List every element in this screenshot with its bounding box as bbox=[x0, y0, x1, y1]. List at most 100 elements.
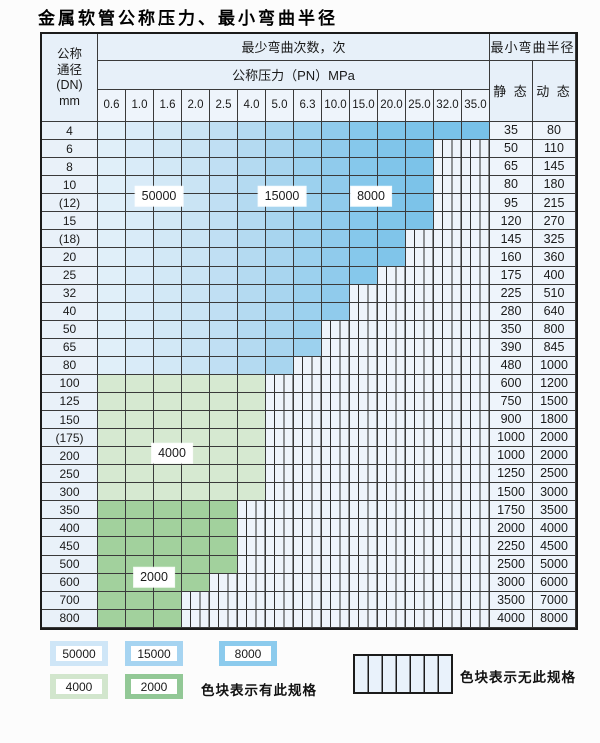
spec-unavailable-cell bbox=[350, 537, 378, 556]
spec-unavailable-cell bbox=[434, 537, 462, 556]
spec-available-cell bbox=[126, 302, 154, 321]
spec-available-cell bbox=[406, 140, 434, 159]
spec-unavailable-cell bbox=[434, 284, 462, 303]
spec-available-cell bbox=[182, 411, 210, 430]
dn-label: 350 bbox=[42, 501, 98, 520]
spec-unavailable-cell bbox=[350, 356, 378, 375]
spec-unavailable-cell bbox=[350, 555, 378, 574]
spec-available-cell bbox=[238, 356, 266, 375]
spec-unavailable-cell bbox=[294, 356, 322, 375]
spec-unavailable-cell bbox=[434, 555, 462, 574]
legend-unavailable-text: 色块表示无此规格 bbox=[460, 670, 576, 685]
spec-available-cell bbox=[210, 465, 238, 484]
static-radius-value: 1000 bbox=[490, 447, 533, 466]
spec-available-cell bbox=[154, 266, 182, 285]
spec-unavailable-cell bbox=[462, 140, 490, 159]
spec-unavailable-cell bbox=[378, 266, 406, 285]
spec-available-cell bbox=[126, 519, 154, 538]
spec-unavailable-cell bbox=[462, 411, 490, 430]
spec-available-cell bbox=[350, 158, 378, 177]
spec-unavailable-cell bbox=[294, 501, 322, 520]
spec-unavailable-cell bbox=[378, 591, 406, 610]
spec-unavailable-cell bbox=[406, 411, 434, 430]
spec-available-cell bbox=[238, 212, 266, 231]
spec-unavailable-cell bbox=[266, 537, 294, 556]
spec-available-cell bbox=[98, 122, 126, 141]
spec-available-cell bbox=[238, 411, 266, 430]
spec-unavailable-cell bbox=[434, 591, 462, 610]
spec-unavailable-cell bbox=[294, 519, 322, 538]
spec-available-cell bbox=[322, 248, 350, 267]
spec-available-cell bbox=[98, 447, 126, 466]
spec-unavailable-cell bbox=[406, 374, 434, 393]
spec-unavailable-cell bbox=[378, 447, 406, 466]
spec-unavailable-cell bbox=[434, 411, 462, 430]
spec-available-cell bbox=[182, 374, 210, 393]
spec-unavailable-cell bbox=[462, 392, 490, 411]
spec-unavailable-cell bbox=[266, 465, 294, 484]
dn-label: 700 bbox=[42, 591, 98, 610]
spec-unavailable-cell bbox=[406, 591, 434, 610]
static-radius-value: 750 bbox=[490, 392, 533, 411]
spec-unavailable-cell bbox=[406, 230, 434, 249]
dn-label: 32 bbox=[42, 284, 98, 303]
spec-unavailable-cell bbox=[322, 429, 350, 448]
spec-available-cell bbox=[210, 429, 238, 448]
spec-available-cell bbox=[266, 122, 294, 141]
spec-available-cell bbox=[294, 320, 322, 339]
spec-available-cell bbox=[182, 248, 210, 267]
bend-count-label: 4000 bbox=[152, 443, 192, 463]
dynamic-radius-value: 400 bbox=[533, 266, 576, 285]
spec-unavailable-cell bbox=[322, 465, 350, 484]
spec-available-cell bbox=[238, 392, 266, 411]
spec-unavailable-cell bbox=[462, 230, 490, 249]
spec-available-cell bbox=[182, 465, 210, 484]
spec-available-cell bbox=[210, 158, 238, 177]
dn-label: 400 bbox=[42, 519, 98, 538]
spec-unavailable-cell bbox=[434, 140, 462, 159]
spec-available-cell bbox=[406, 212, 434, 231]
dynamic-radius-value: 215 bbox=[533, 194, 576, 213]
spec-unavailable-cell bbox=[406, 266, 434, 285]
spec-unavailable-cell bbox=[462, 302, 490, 321]
spec-unavailable-cell bbox=[378, 411, 406, 430]
spec-available-cell bbox=[182, 519, 210, 538]
spec-unavailable-cell bbox=[378, 501, 406, 520]
spec-unavailable-cell bbox=[406, 555, 434, 574]
spec-unavailable-cell bbox=[406, 320, 434, 339]
spec-unavailable-cell bbox=[462, 266, 490, 285]
dn-label: 800 bbox=[42, 609, 98, 628]
spec-available-cell bbox=[126, 356, 154, 375]
spec-unavailable-cell bbox=[294, 392, 322, 411]
spec-unavailable-cell bbox=[378, 284, 406, 303]
spec-unavailable-cell bbox=[350, 411, 378, 430]
spec-available-cell bbox=[182, 338, 210, 357]
spec-available-cell bbox=[182, 266, 210, 285]
spec-available-cell bbox=[210, 230, 238, 249]
spec-available-cell bbox=[210, 374, 238, 393]
static-radius-value: 2500 bbox=[490, 555, 533, 574]
spec-available-cell bbox=[434, 122, 462, 141]
spec-available-cell bbox=[98, 519, 126, 538]
spec-unavailable-cell bbox=[406, 609, 434, 628]
spec-available-cell bbox=[182, 555, 210, 574]
legend-swatch: 4000 bbox=[50, 674, 108, 699]
spec-unavailable-cell bbox=[434, 212, 462, 231]
spec-unavailable-cell bbox=[462, 573, 490, 592]
spec-unavailable-cell bbox=[462, 176, 490, 195]
spec-unavailable-cell bbox=[434, 194, 462, 213]
spec-unavailable-cell bbox=[462, 483, 490, 502]
spec-available-cell bbox=[322, 212, 350, 231]
spec-unavailable-cell bbox=[434, 266, 462, 285]
spec-available-cell bbox=[294, 122, 322, 141]
spec-unavailable-cell bbox=[266, 374, 294, 393]
spec-unavailable-cell bbox=[294, 411, 322, 430]
spec-available-cell bbox=[406, 122, 434, 141]
spec-unavailable-cell bbox=[434, 519, 462, 538]
spec-unavailable-cell bbox=[322, 519, 350, 538]
spec-unavailable-cell bbox=[294, 465, 322, 484]
dynamic-radius-value: 1000 bbox=[533, 356, 576, 375]
static-radius-value: 600 bbox=[490, 374, 533, 393]
spec-available-cell bbox=[350, 140, 378, 159]
spec-unavailable-cell bbox=[322, 392, 350, 411]
